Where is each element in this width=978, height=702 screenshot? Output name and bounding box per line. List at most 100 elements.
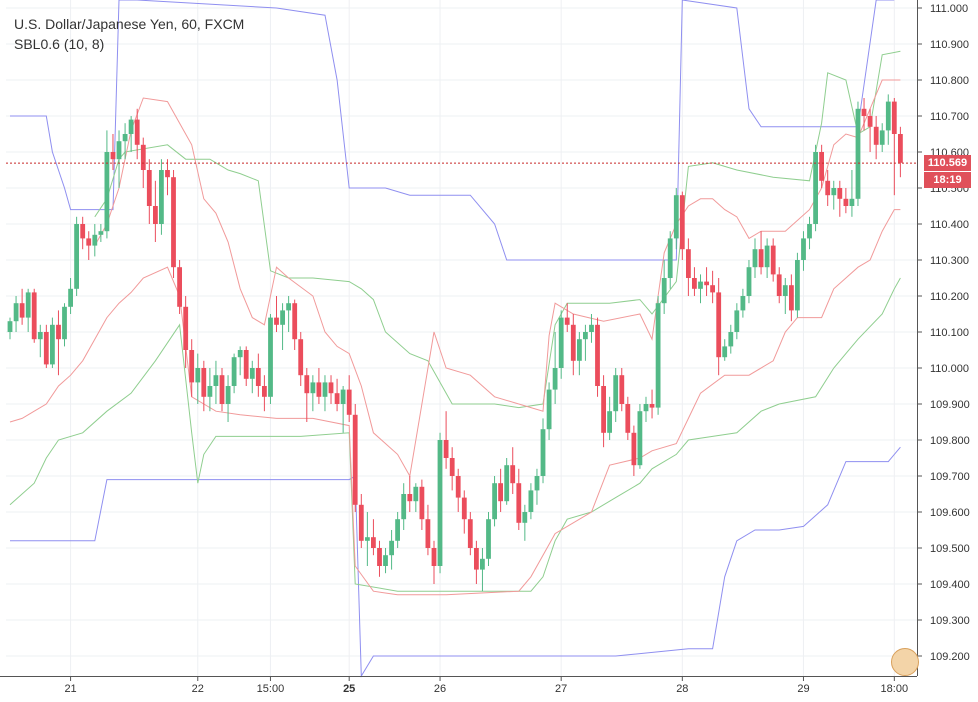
candle-up [752, 249, 758, 268]
price-tick-label: 110.700 [930, 111, 969, 123]
band-mid-upper [94, 50, 901, 409]
candle-up [637, 411, 643, 466]
candle-up [855, 108, 861, 199]
candle-up [661, 278, 667, 304]
candle-down [570, 324, 576, 361]
candle-up [807, 224, 812, 239]
candle-down [352, 414, 358, 505]
candle-up [437, 440, 443, 566]
candle-down [649, 404, 655, 408]
candle-down [56, 324, 61, 340]
candle-down [177, 267, 182, 307]
candle-up [528, 490, 534, 512]
candle-down [110, 152, 116, 160]
candle-down [19, 303, 25, 318]
price-tick-label: 110.100 [930, 327, 969, 339]
candle-down [455, 476, 461, 498]
candle-down [510, 465, 516, 484]
candle-up [207, 386, 213, 397]
candle-down [443, 440, 449, 458]
bar-countdown-label: 18:19 [924, 172, 971, 189]
price-tick-label: 111.000 [930, 3, 968, 15]
price-tick-label: 109.400 [930, 579, 970, 591]
candle-up [831, 188, 837, 196]
candle-up [643, 404, 649, 412]
price-tick-label: 109.800 [930, 435, 970, 447]
candle-up [734, 310, 740, 332]
candle-up [213, 375, 219, 386]
band-inner-lower [9, 209, 901, 596]
candle-up [522, 512, 528, 523]
candle-up [607, 411, 612, 433]
candle-up [698, 281, 703, 289]
candle-up [286, 303, 291, 311]
candle-down [873, 126, 879, 145]
candle-down [595, 324, 600, 386]
price-tick-label: 109.900 [930, 399, 970, 411]
candle-down [631, 432, 637, 466]
candle-down [134, 119, 140, 145]
candle-up [801, 238, 806, 260]
candle-up [268, 317, 273, 397]
candle-down [165, 170, 170, 178]
candle-down [825, 180, 831, 196]
candle-down [449, 458, 455, 476]
candle-down [262, 386, 267, 397]
candle-down [153, 206, 158, 224]
candle-up [104, 152, 110, 232]
price-tick-label: 110.400 [930, 219, 969, 231]
candle-down [431, 548, 437, 566]
band-outer-lower [10, 446, 901, 678]
chart-legend: U.S. Dollar/Japanese Yen, 60, FXCM SBL0.… [14, 14, 244, 54]
candle-up [413, 486, 419, 502]
candle-up [764, 245, 770, 268]
candle-down [43, 332, 49, 365]
candle-down [86, 238, 92, 246]
candle-up [62, 306, 67, 340]
candle-down [171, 177, 176, 268]
candle-down [789, 285, 794, 311]
price-tick-label: 110.000 [930, 363, 969, 375]
candle-up [231, 357, 237, 386]
candle-down [758, 249, 764, 268]
price-tick-label: 110.200 [930, 291, 969, 303]
candle-up [577, 339, 582, 361]
price-tick-label: 109.300 [930, 615, 970, 627]
candle-down [891, 101, 897, 134]
candle-down [419, 486, 425, 520]
candle-down [474, 548, 479, 570]
candle-up [655, 303, 661, 408]
price-tick-label: 109.600 [930, 507, 970, 519]
us-flag-icon[interactable] [891, 648, 919, 676]
price-tick-label: 109.200 [930, 651, 970, 663]
candle-up [383, 555, 388, 566]
indicator-title: SBL0.6 (10, 8) [14, 36, 105, 52]
candle-up [879, 130, 885, 145]
candle-down [819, 152, 824, 181]
candle-up [195, 368, 201, 383]
candle-down [710, 285, 715, 293]
candle-down [861, 108, 867, 116]
time-tick-label: 26 [434, 683, 446, 695]
candle-down [407, 494, 413, 502]
candle-up [340, 389, 346, 404]
candle-up [7, 321, 13, 332]
band-outer-upper [10, 0, 895, 261]
price-tick-label: 109.700 [930, 471, 970, 483]
candle-down [298, 339, 304, 376]
candle-up [74, 224, 79, 289]
candle-up [782, 285, 788, 296]
candle-down [255, 368, 261, 386]
candle-up [849, 198, 855, 206]
candle-up [122, 134, 128, 142]
candle-up [249, 368, 255, 379]
candle-up [740, 296, 746, 311]
candle-down [358, 504, 364, 541]
band-mid-lower [9, 277, 901, 592]
candle-down [304, 375, 310, 394]
candle-down [31, 292, 37, 340]
candle-down [243, 350, 249, 379]
candle-up [480, 558, 485, 570]
